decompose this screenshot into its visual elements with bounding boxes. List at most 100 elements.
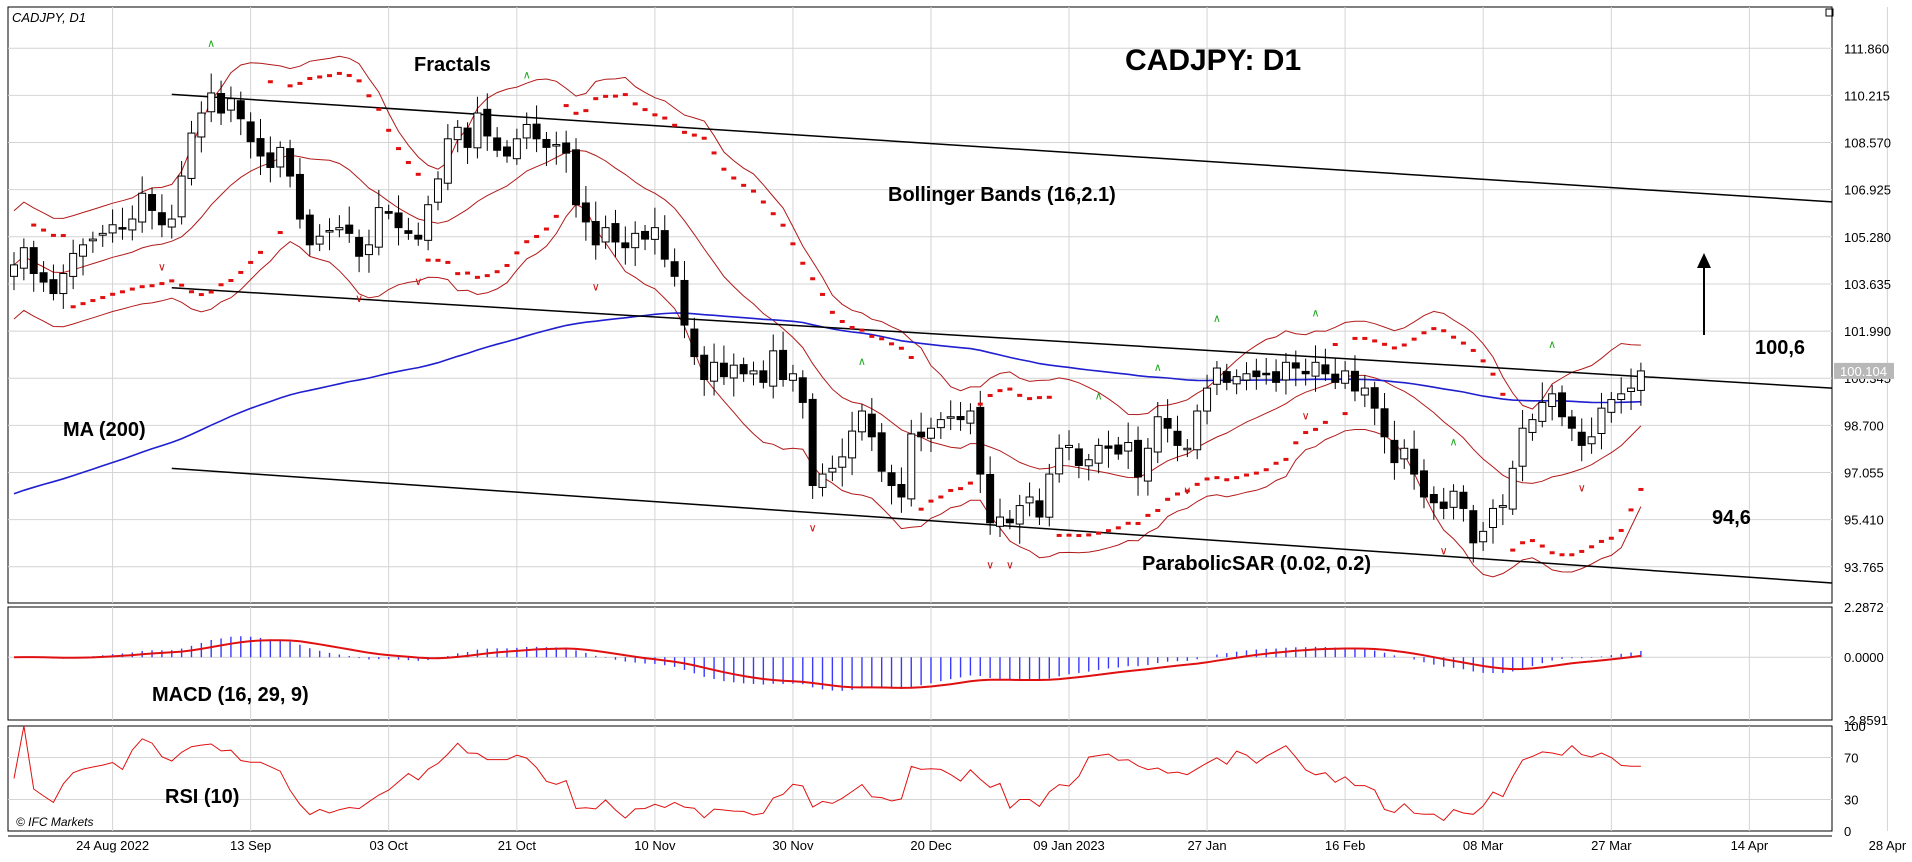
candle-body <box>1479 530 1488 543</box>
sar-dot <box>1086 533 1092 537</box>
candle-body <box>512 138 521 160</box>
candle-body <box>1252 370 1261 378</box>
sar-dot <box>1066 533 1072 537</box>
sar-dot <box>1293 441 1299 445</box>
sar-dot <box>238 270 244 274</box>
fractal-down-arrow: ∨ <box>1578 482 1586 494</box>
sar-dot <box>465 271 471 275</box>
candle-body <box>414 234 423 240</box>
candle-body <box>1055 447 1064 475</box>
candle-body <box>1567 416 1576 429</box>
candle-body <box>138 192 147 223</box>
sar-dot <box>1480 359 1486 363</box>
candle-body <box>443 138 452 184</box>
sar-dot <box>1500 392 1506 396</box>
bollinger-lower-line <box>13 203 1642 578</box>
target-up-label: 100,6 <box>1755 337 1806 359</box>
sar-dot <box>829 310 835 314</box>
sar-dot <box>60 234 66 238</box>
sar-dot <box>632 102 638 106</box>
sar-dot <box>50 233 56 237</box>
sar-dot <box>1352 336 1358 340</box>
sar-dot <box>672 123 678 127</box>
sar-dot <box>898 346 904 350</box>
sar-dot <box>494 270 500 274</box>
sar-dot <box>1441 329 1447 333</box>
candle-body <box>759 370 768 383</box>
candle-body <box>364 244 373 256</box>
candle-body <box>591 221 600 246</box>
sar-dot <box>800 261 806 265</box>
candle-body <box>1331 373 1340 383</box>
sar-dot <box>31 223 37 227</box>
candle-body <box>493 137 502 151</box>
x-tick-label: 27 Jan <box>1188 838 1227 853</box>
sar-dot <box>948 488 954 492</box>
candle-body <box>1173 430 1182 446</box>
candle-body <box>966 410 975 424</box>
candle-body <box>1104 445 1113 449</box>
sar-dot <box>287 84 293 88</box>
macd-y-tick-label: 2.2872 <box>1844 600 1884 615</box>
candle-body <box>108 224 117 234</box>
candle-body <box>236 100 245 120</box>
sar-dot <box>760 200 766 204</box>
candle-body <box>1124 442 1133 452</box>
candle-body <box>1390 439 1399 464</box>
candle-body <box>483 108 492 137</box>
candle-body <box>1577 431 1586 446</box>
sar-dot <box>149 284 155 288</box>
candle-body <box>572 149 581 206</box>
y-tick-label: 110.215 <box>1844 88 1890 103</box>
candle-body <box>1074 448 1083 466</box>
x-tick-label: 27 Mar <box>1591 838 1632 853</box>
sar-dot <box>1411 337 1417 341</box>
sar-dot <box>1401 343 1407 347</box>
candle-body <box>286 148 295 177</box>
sar-dot <box>770 212 776 216</box>
candle-body <box>157 212 166 226</box>
candle-body <box>857 410 866 433</box>
sar-dot <box>317 75 323 79</box>
candle-body <box>1134 439 1143 478</box>
sar-dot <box>1224 478 1230 482</box>
x-tick-label: 21 Oct <box>498 838 537 853</box>
candle-body <box>581 202 590 223</box>
sar-dot <box>583 109 589 113</box>
candle-body <box>503 146 511 157</box>
candle-body <box>266 152 275 168</box>
sar-dot <box>977 402 983 406</box>
fractal-down-arrow: ∨ <box>1302 411 1310 423</box>
sar-dot <box>1234 476 1240 480</box>
sar-dot <box>41 228 47 232</box>
candle-body <box>700 354 709 381</box>
sar-dot <box>228 278 234 282</box>
sar-dot <box>1460 341 1466 345</box>
sar-dot <box>967 481 973 485</box>
fractal-down-arrow: ∨ <box>986 560 994 572</box>
candle-body <box>1035 500 1044 518</box>
candle-body <box>1153 416 1162 453</box>
sar-dot <box>1322 420 1328 424</box>
sar-dot <box>327 74 333 78</box>
candle-body <box>1558 392 1567 418</box>
chart-title: CADJPY: D1 <box>1125 44 1302 77</box>
fractal-up-arrow: ∧ <box>1311 307 1319 319</box>
sar-dot <box>741 183 747 187</box>
candle-body <box>473 112 482 149</box>
candle-body <box>1212 367 1221 385</box>
sar-dot <box>1569 553 1575 557</box>
candle-body <box>1232 376 1241 385</box>
sar-dot <box>90 299 96 303</box>
sar-dot <box>1056 533 1062 537</box>
candle-body <box>384 211 393 214</box>
candle-body <box>986 473 995 524</box>
candle-body <box>424 204 433 241</box>
candle-body <box>552 144 561 147</box>
candle-body <box>818 473 827 488</box>
sar-dot <box>593 97 599 101</box>
sar-dot <box>1046 395 1052 399</box>
candle-body <box>1025 496 1034 504</box>
candle-body <box>1321 364 1330 375</box>
sar-dot <box>336 71 342 75</box>
